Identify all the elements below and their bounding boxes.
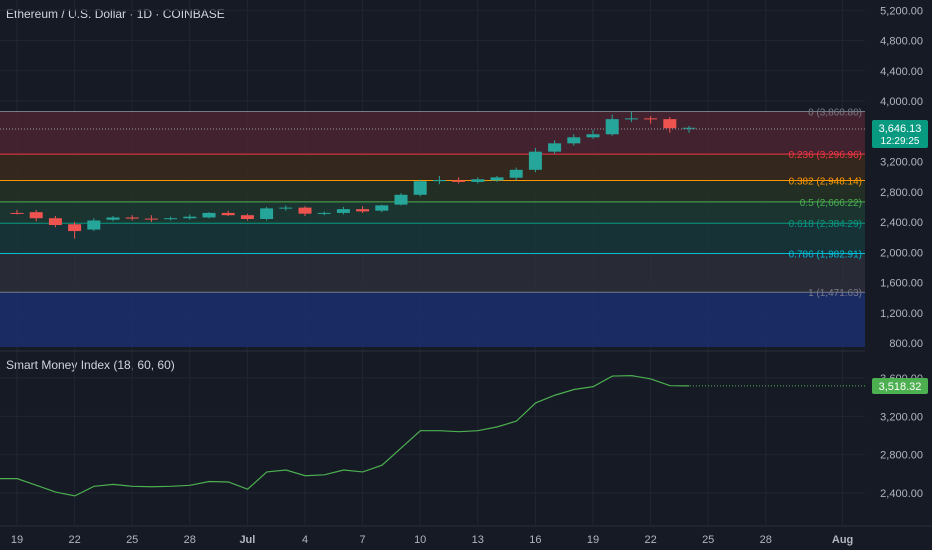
candle-body	[432, 180, 446, 182]
fib-zone	[0, 292, 865, 347]
price-axis-label: 5,200.00	[880, 5, 923, 17]
fib-fills	[0, 111, 865, 347]
candle-body	[10, 212, 24, 214]
price-axis-label: 4,000.00	[880, 96, 923, 108]
time-axis-label: Aug	[832, 534, 853, 546]
smi-layer	[0, 375, 865, 497]
current-price-label-bg	[872, 120, 928, 148]
candle-body	[586, 134, 600, 138]
candle-body	[682, 127, 696, 129]
fib-label-0.236: 0.236 (3,296.96)	[789, 150, 862, 161]
time-axis-label: 13	[472, 534, 484, 546]
price-axis-label: 2,800.00	[880, 187, 923, 199]
candle-body	[144, 218, 158, 220]
candle-body	[509, 169, 523, 178]
fib-label-0.786: 0.786 (1,982.91)	[789, 250, 862, 261]
candle-body	[164, 218, 178, 220]
fib-zone	[0, 111, 865, 155]
candle-body	[125, 217, 139, 219]
candle-body	[394, 194, 408, 205]
time-axis-label: 25	[126, 534, 138, 546]
candles-layer	[10, 111, 696, 239]
time-axis-label: 7	[360, 534, 366, 546]
time-axis-label: Jul	[239, 534, 255, 546]
candle-body	[260, 208, 274, 219]
price-axis-label: 3,200.00	[880, 157, 923, 169]
candle-body	[29, 212, 43, 219]
candle-body	[605, 119, 619, 135]
candle-body	[87, 220, 101, 230]
fib-zone	[0, 180, 865, 202]
countdown-timer: 12:29:25	[881, 136, 920, 147]
fib-label-0.382: 0.382 (2,948.14)	[789, 177, 862, 188]
price-axis[interactable]: 5,200.00 4,800.00 4,400.00 4,000.00 3,200.00…	[880, 5, 923, 350]
fib-label-1: 1 (1,471.63)	[808, 288, 862, 299]
candle-body	[413, 181, 427, 195]
candle-body	[240, 215, 254, 219]
time-axis-label: 22	[68, 534, 80, 546]
fib-zone	[0, 154, 865, 181]
fib-zone	[0, 253, 865, 293]
candle-body	[183, 216, 197, 219]
candle-body	[548, 143, 562, 152]
time-axis[interactable]: 19 22 25 28 Jul 4 7 10 13 16 19 22 25 28 Aug	[0, 525, 932, 546]
candle-body	[567, 137, 581, 144]
indicator-value-label: 3,518.32	[872, 378, 928, 394]
candle-body	[644, 118, 658, 120]
time-axis-label: 16	[529, 534, 541, 546]
candle-body	[452, 180, 466, 182]
price-axis-label: 1,200.00	[880, 308, 923, 320]
candle-body	[106, 217, 120, 220]
time-axis-label: 4	[302, 534, 308, 546]
current-price-label: 3,646.13 12:29:25	[872, 120, 928, 148]
time-axis-label: 25	[702, 534, 714, 546]
price-axis-label: 2,000.00	[880, 247, 923, 259]
smi-line	[0, 375, 690, 497]
candle-body	[490, 177, 504, 181]
indicator-last-value: 3,518.32	[879, 381, 922, 393]
fib-lines: 0 (3,860.80) 0.236 (3,296.96) 0.382 (2,948…	[0, 108, 865, 299]
candle-body	[48, 218, 62, 226]
candle-body	[356, 209, 370, 212]
candle-body	[663, 119, 677, 129]
fib-zone	[0, 223, 865, 254]
candle-body	[336, 209, 350, 213]
candle-body	[221, 212, 235, 216]
time-axis-label: 28	[184, 534, 196, 546]
price-axis-label: 1,600.00	[880, 278, 923, 290]
candle-body	[471, 179, 485, 182]
candle-body	[202, 212, 216, 218]
fib-label-0.618: 0.618 (2,384.29)	[789, 219, 862, 230]
price-axis-label: 2,400.00	[880, 217, 923, 229]
candle-body	[624, 118, 638, 120]
candle-body	[279, 207, 293, 209]
time-axis-label: 10	[414, 534, 426, 546]
indicator-value-bg	[872, 378, 928, 394]
price-axis-label: 4,400.00	[880, 66, 923, 78]
candle-body	[298, 207, 312, 214]
indicator-axis-label: 2,800.00	[880, 450, 923, 462]
candle-body	[528, 151, 542, 170]
time-axis-label: 22	[644, 534, 656, 546]
price-axis-label: 4,800.00	[880, 36, 923, 48]
candle-body	[317, 212, 331, 214]
price-axis-label: 800.00	[889, 338, 923, 350]
fib-label-0: 0 (3,860.80)	[808, 108, 862, 119]
fib-label-0.5: 0.5 (2,666.22)	[800, 198, 862, 209]
candle-body	[68, 224, 82, 232]
time-axis-label: 19	[11, 534, 23, 546]
current-price-value: 3,646.13	[879, 123, 922, 135]
fib-zone	[0, 201, 865, 224]
time-axis-label: 19	[587, 534, 599, 546]
time-axis-label: 28	[760, 534, 772, 546]
candle-body	[375, 205, 389, 211]
indicator-axis-label: 3,200.00	[880, 411, 923, 423]
indicator-axis-label: 2,400.00	[880, 488, 923, 500]
